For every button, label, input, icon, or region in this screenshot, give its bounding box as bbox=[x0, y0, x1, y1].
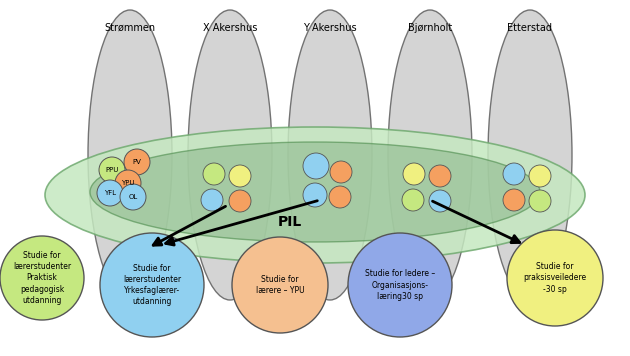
Circle shape bbox=[330, 161, 352, 183]
Circle shape bbox=[232, 237, 328, 333]
Text: PPU: PPU bbox=[105, 167, 118, 173]
Circle shape bbox=[348, 233, 452, 337]
Circle shape bbox=[229, 165, 251, 187]
Text: Studie for ledere –
Organisasjons-
læring30 sp: Studie for ledere – Organisasjons- lærin… bbox=[365, 269, 435, 300]
Circle shape bbox=[99, 157, 125, 183]
Circle shape bbox=[503, 163, 525, 185]
Circle shape bbox=[429, 190, 451, 212]
Ellipse shape bbox=[488, 10, 572, 300]
Circle shape bbox=[120, 184, 146, 210]
Ellipse shape bbox=[90, 142, 540, 242]
Circle shape bbox=[203, 163, 225, 185]
Text: OL: OL bbox=[129, 194, 137, 200]
Circle shape bbox=[201, 189, 223, 211]
Circle shape bbox=[100, 233, 204, 337]
Circle shape bbox=[329, 186, 351, 208]
Text: Studie for
lærerstudenter
Yrkesfaglærer-
utdanning: Studie for lærerstudenter Yrkesfaglærer-… bbox=[123, 264, 181, 306]
Ellipse shape bbox=[388, 10, 472, 300]
Circle shape bbox=[115, 170, 141, 196]
Text: Y Akershus: Y Akershus bbox=[303, 23, 357, 33]
Circle shape bbox=[0, 236, 84, 320]
Ellipse shape bbox=[45, 127, 585, 263]
Text: YFL: YFL bbox=[104, 190, 116, 196]
Ellipse shape bbox=[188, 10, 272, 300]
Circle shape bbox=[503, 189, 525, 211]
Text: X Akershus: X Akershus bbox=[203, 23, 257, 33]
Circle shape bbox=[507, 230, 603, 326]
Text: Etterstad: Etterstad bbox=[508, 23, 553, 33]
Ellipse shape bbox=[288, 10, 372, 300]
Circle shape bbox=[529, 165, 551, 187]
Circle shape bbox=[402, 189, 424, 211]
Text: Bjørnholt: Bjørnholt bbox=[408, 23, 452, 33]
Text: Studie for
lærerstudenter
Praktisk
pedagogisk
utdanning: Studie for lærerstudenter Praktisk pedag… bbox=[13, 251, 71, 305]
Ellipse shape bbox=[88, 10, 172, 300]
Text: Studie for
lærere – YPU: Studie for lærere – YPU bbox=[256, 275, 304, 295]
Circle shape bbox=[403, 163, 425, 185]
Circle shape bbox=[429, 165, 451, 187]
Text: YPU: YPU bbox=[121, 180, 135, 186]
Circle shape bbox=[303, 153, 329, 179]
Circle shape bbox=[229, 190, 251, 212]
Circle shape bbox=[529, 190, 551, 212]
Text: PIL: PIL bbox=[278, 215, 302, 229]
Circle shape bbox=[124, 149, 150, 175]
Text: PV: PV bbox=[132, 159, 142, 165]
Text: Strømmen: Strømmen bbox=[105, 23, 156, 33]
Circle shape bbox=[97, 180, 123, 206]
Circle shape bbox=[303, 183, 327, 207]
Text: Studie for
praksisveiledere
-30 sp: Studie for praksisveiledere -30 sp bbox=[524, 262, 587, 294]
